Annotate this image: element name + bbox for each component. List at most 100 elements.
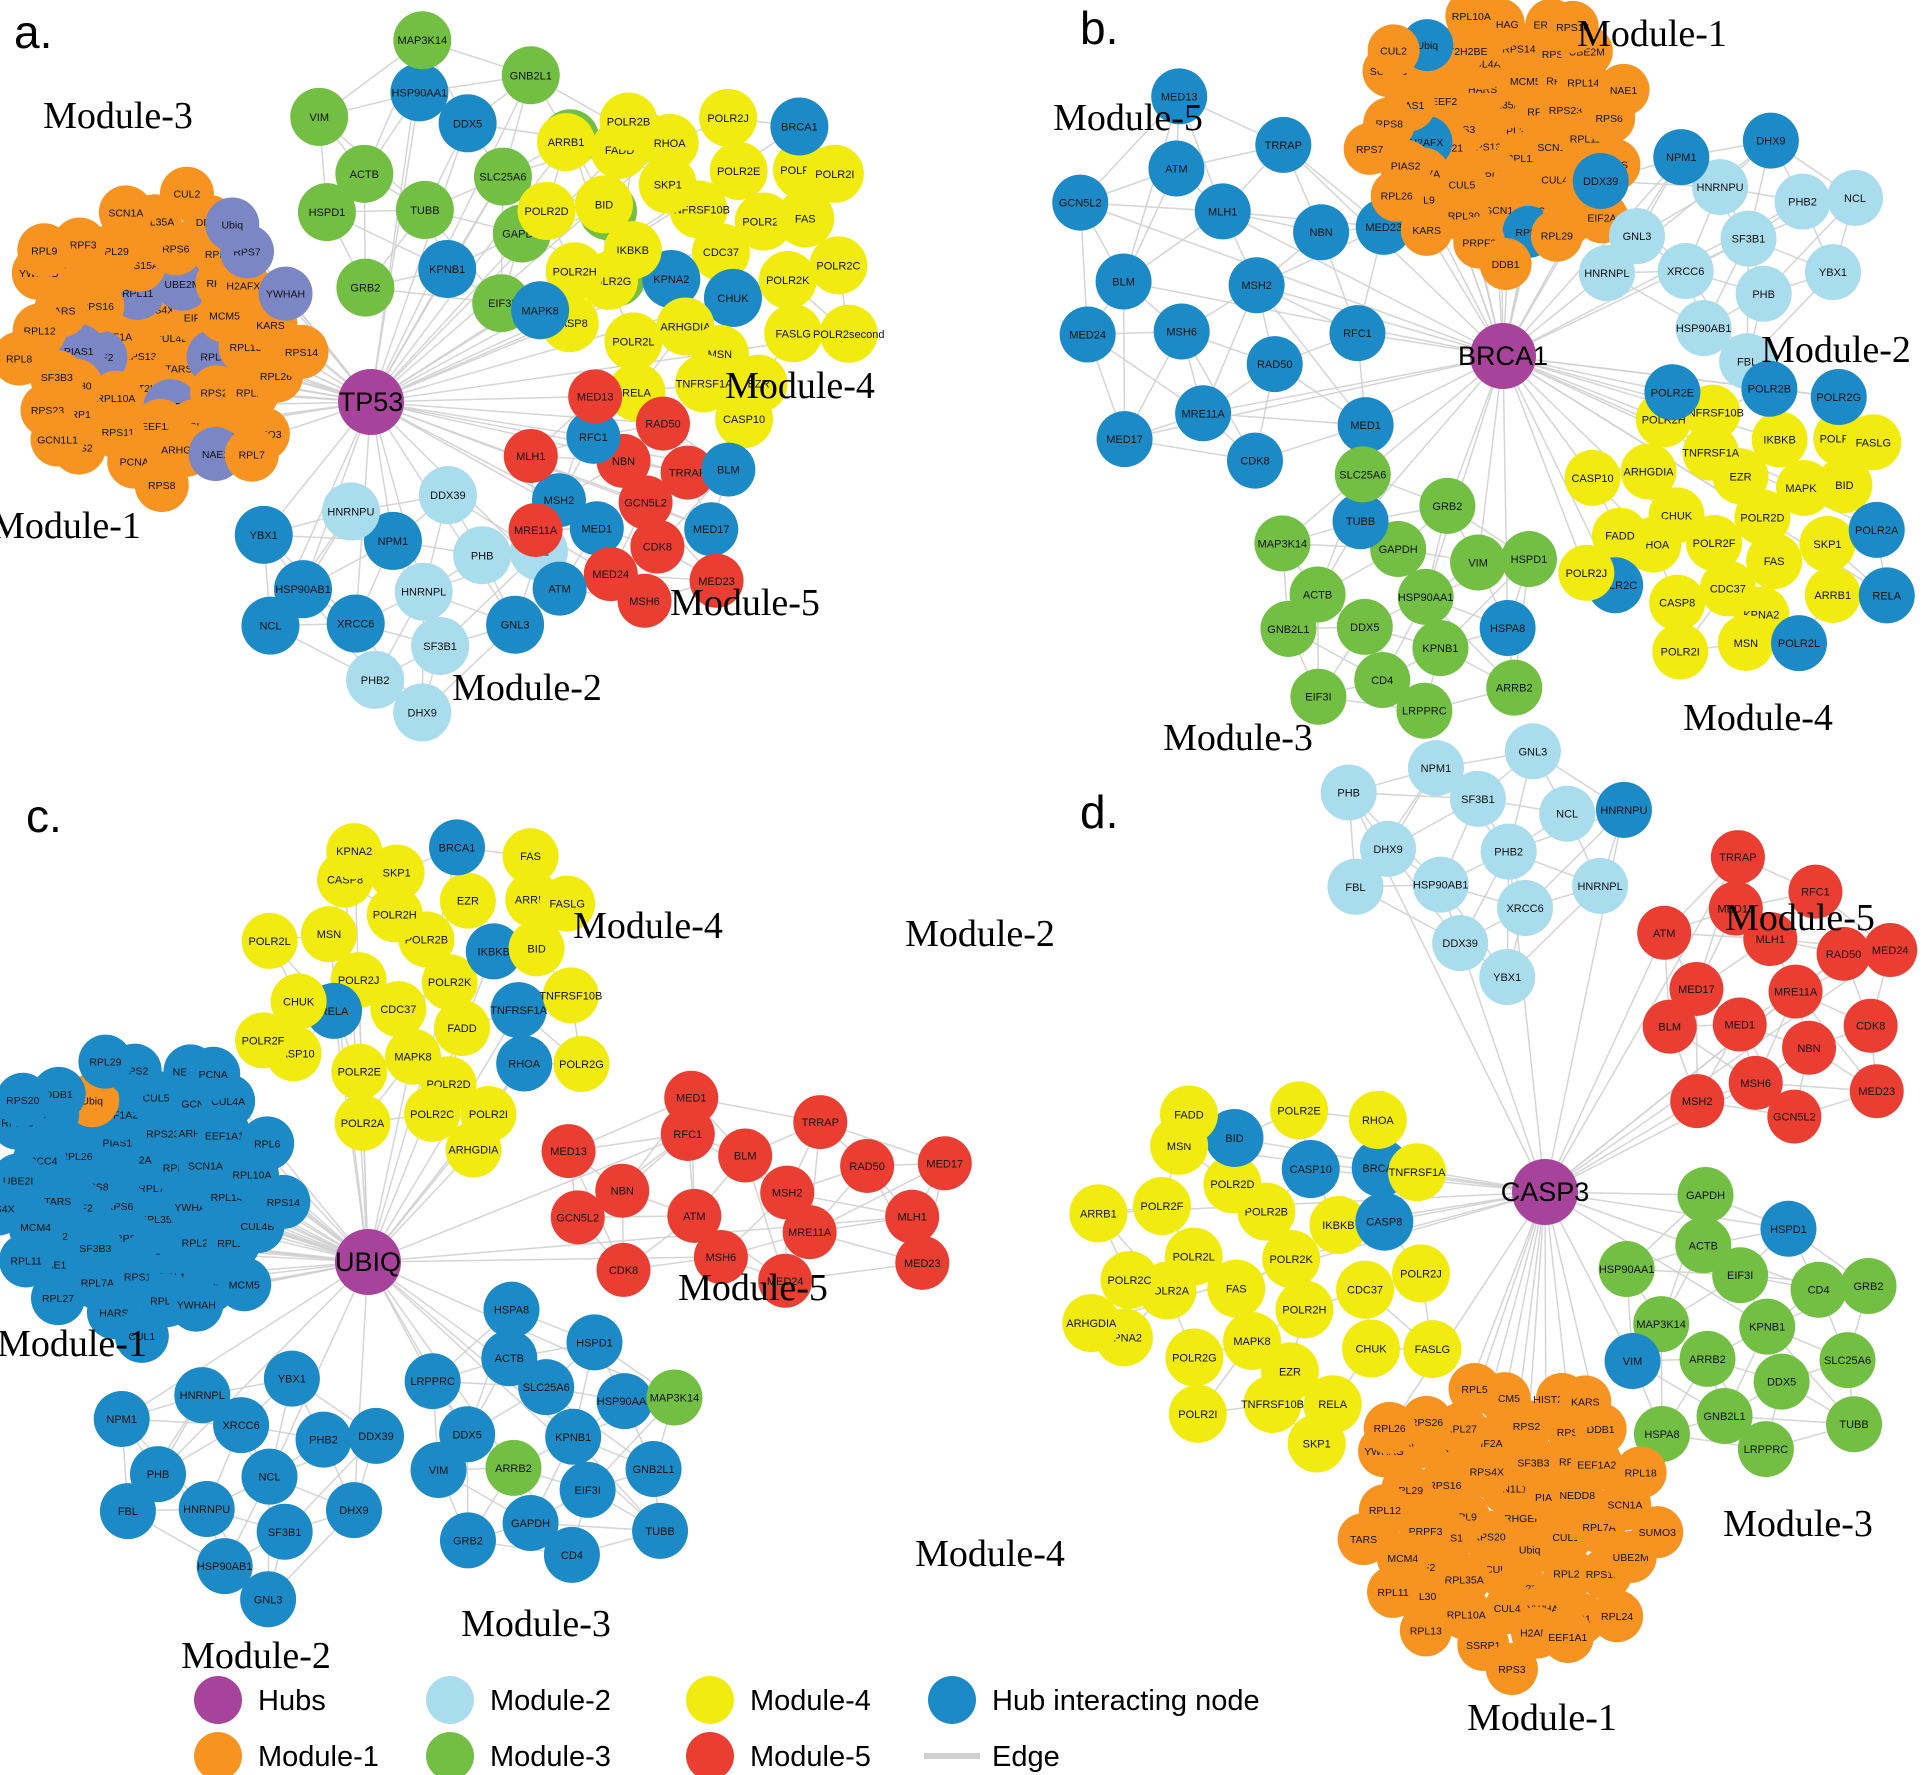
node-rpl9 (17, 223, 72, 278)
node-polr2k (1262, 1229, 1321, 1288)
node-label: POLR2E (1651, 387, 1694, 399)
node-label: DDX5 (453, 118, 482, 130)
node-label: POLR2C (816, 260, 860, 272)
node-label: RHOA (508, 1059, 540, 1071)
node-label: RHOA (654, 138, 686, 150)
node-label: FADD (1605, 531, 1634, 543)
hub-edge (370, 401, 594, 438)
node-label: FBL (1345, 882, 1365, 894)
hub-label: BRCA1 (1458, 341, 1548, 371)
node-label: HSP90AB1 (1413, 880, 1469, 892)
node-label: SCN1A (188, 1160, 223, 1172)
node-label: UBE2M (164, 279, 200, 291)
node-kpna2 (326, 823, 383, 880)
node-blm (1642, 999, 1697, 1054)
node-label: MRE11A (788, 1227, 832, 1239)
node-tnfrsf1a (1388, 1143, 1447, 1202)
node-med13 (568, 369, 623, 424)
node-polr2k (758, 251, 817, 310)
node-actb (481, 1330, 538, 1387)
node-label: MAP3K14 (650, 1393, 700, 1405)
node-label: ARRB1 (1814, 590, 1851, 602)
node-sf3b1 (411, 616, 470, 675)
node-label: DDB1 (1492, 259, 1520, 271)
node-label: BID (1225, 1133, 1243, 1145)
node-polr2j (1558, 544, 1615, 601)
node-label: POLR2I (469, 1109, 508, 1121)
hub-edge (370, 74, 532, 403)
nodes: CUL4BRPS13RPS4XTARSEEF1AEIF2AHIST2H2BERP… (0, 11, 885, 742)
node-label: CASP8 (1659, 598, 1695, 610)
node-polr2h (545, 242, 604, 301)
node-label: RAD50 (1257, 359, 1292, 371)
node-label: GNL3 (254, 1594, 283, 1606)
node-label: POLR2B (607, 117, 650, 129)
node-label: PHB (1337, 788, 1360, 800)
node-label: RPS16 (1556, 22, 1589, 34)
node-hsp90aa1 (1598, 1241, 1655, 1298)
node-label: RELA (320, 1006, 349, 1018)
node-label: RPL29 (89, 1057, 121, 1069)
node-hsp90aa1 (596, 1373, 653, 1430)
node-med1 (664, 1070, 719, 1125)
nodes: POLR2K CDC37 POLR2B FADD POLR2J IKBKB MAPK8 POL… (0, 819, 972, 1628)
node-mlh1 (1194, 183, 1251, 240)
node-label: RFC1 (1801, 887, 1830, 899)
node-label: MED24 (1069, 329, 1106, 341)
node-label: RELA (1318, 1399, 1347, 1411)
node-npm1 (1407, 740, 1464, 797)
legend-label: Module-1 (258, 1741, 379, 1773)
module-label: Module-4 (725, 365, 875, 407)
node-msh6 (617, 573, 672, 628)
node-label: XRCC6 (222, 1420, 259, 1432)
node-ncl (241, 1448, 298, 1505)
node-label: SF3B3 (1517, 1457, 1549, 1469)
node-arhgdia (1062, 1294, 1121, 1353)
legend-label: Module-4 (750, 1685, 871, 1717)
node-label: YBX1 (278, 1374, 306, 1386)
node-casp10 (1281, 1140, 1340, 1199)
node-label: HSP90AA1 (1398, 592, 1454, 604)
node-rps7 (1343, 122, 1396, 175)
nodes: PHB2 HSP90AB1 SF3B1 XRCC6 DHX9 NCL DDX39 NPM1 HN… (1062, 723, 1918, 1695)
node-tnfrsf10b (1243, 1375, 1302, 1434)
node-label: GNB2L1 (1267, 624, 1309, 636)
node-cul2 (1367, 24, 1420, 77)
node-label: TNFRSF10B (1241, 1399, 1304, 1411)
node-label: SCN1A (108, 207, 143, 219)
node-label: MED24 (1872, 945, 1909, 957)
hub-edge (1544, 1191, 1768, 1328)
node-msh2 (760, 1165, 815, 1220)
node-label: RPL24 (1601, 1611, 1633, 1623)
node-fas (776, 189, 835, 248)
node-med24 (1059, 306, 1116, 363)
hub-edge (367, 1133, 689, 1263)
node-label: MED17 (926, 1158, 963, 1170)
node-fadd (1591, 507, 1648, 564)
node-skp1 (1287, 1414, 1346, 1473)
node-label: VIM (429, 1465, 449, 1477)
node-label: POLR2E (717, 166, 760, 178)
node-med1 (1712, 997, 1767, 1052)
node-grb2 (336, 258, 395, 317)
node-mlh1 (1743, 912, 1798, 967)
node-label: CASP10 (1571, 473, 1613, 485)
node-label: PRPF3 (1409, 1526, 1443, 1538)
node-label: RPL26 (1381, 191, 1413, 203)
node-polr2e (1270, 1081, 1329, 1140)
node-label: POLR2J (1566, 568, 1608, 580)
node-polr2f (734, 192, 793, 251)
node-arrb2 (1679, 1330, 1736, 1387)
hub-edge (1222, 210, 1504, 357)
node-polr2b (1741, 360, 1798, 417)
node-hspd1 (297, 183, 356, 242)
node-rps20 (0, 1072, 50, 1127)
hub-edge (1502, 355, 1509, 629)
node-npm1 (363, 511, 422, 570)
node-tnfrsf1a (490, 982, 547, 1039)
node-gcn1l1 (30, 412, 85, 467)
hub-edge (1544, 1191, 1789, 1230)
node-label: TRRAP (669, 468, 706, 480)
node-label: POLR2F (242, 1035, 285, 1047)
node-rpl11 (0, 1233, 54, 1288)
